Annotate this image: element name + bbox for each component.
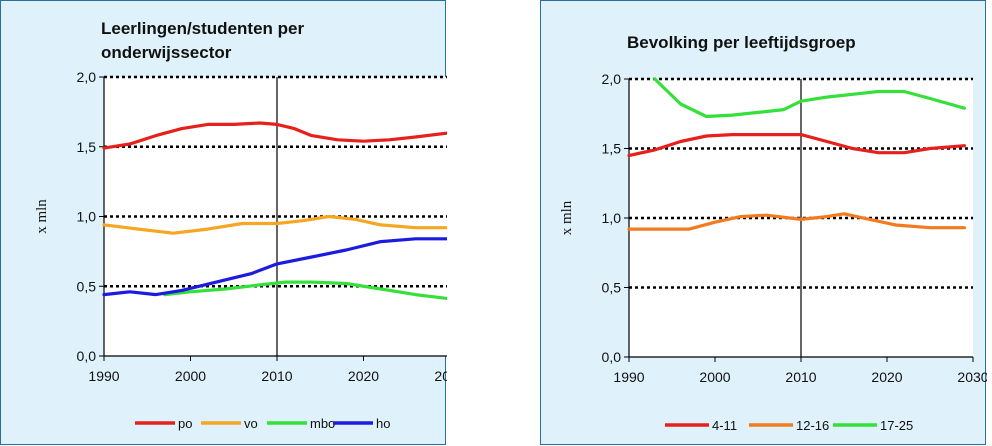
series-line-12-16 [627,212,966,231]
line-chart: 0,0 0,5 1,0 1,5 2,0 1990 2000 2010 2020 2030 x mln… [559,71,987,433]
y-tick-label: 2,0 [77,69,97,85]
y-axis-label: x mln [34,199,50,234]
x-tick-label: 2000 [175,368,206,384]
legend-label-vo: vo [244,416,258,431]
y-tick-label: 0,0 [77,348,97,364]
x-tick-label: 1990 [613,369,644,385]
x-tick-label: 2030 [957,369,987,385]
x-tick-label: 2020 [348,368,379,384]
legend-label-4-11: 4-11 [712,418,737,433]
x-tick-label: 2020 [871,369,902,385]
y-tick-label: 1,0 [77,209,97,225]
y-tick-label: 2,0 [602,71,622,87]
chart-title: Leerlingen/studenten per onderwijssector [101,19,305,62]
series-line-4-11 [627,133,966,158]
y-tick-label: 1,5 [602,141,622,157]
x-tick-label: 2030 [434,368,447,384]
legend-label-mbo: mbo [310,416,335,431]
series-line-mbo [163,280,447,301]
plot-area [104,77,447,356]
chart-panel-population: Bevolking per leeftijdsgroep 0,0 0,5 1,0 1,… [540,0,987,445]
y-tick-label: 1,0 [602,210,622,226]
y-axis-label: x mln [559,200,575,235]
series-line-ho [102,237,447,297]
series-line-po [102,121,447,150]
legend-label-ho: ho [376,416,390,431]
y-tick-label: 0,0 [602,349,622,365]
x-tick-label: 2010 [261,368,292,384]
y-tick-label: 0,5 [77,278,97,294]
chart-title: Bevolking per leeftijdsgroep [627,33,856,52]
x-tick-label: 2000 [699,369,730,385]
legend-label-po: po [178,416,192,431]
legend-label-17-25: 17-25 [880,418,913,433]
legend-label-12-16: 12-16 [796,418,829,433]
x-tick-label: 1990 [88,368,119,384]
y-tick-label: 0,5 [602,280,622,296]
y-tick-label: 1,5 [77,139,97,155]
series-line-17-25 [653,77,966,119]
series-line-vo [102,214,447,235]
chart-panel-student-numbers: Leerlingen/studenten per onderwijssector… [0,0,447,445]
line-chart: 0,0 0,5 1,0 1,5 2,0 1990 2000 2010 2020 2030 x mln… [34,69,447,431]
x-tick-label: 2010 [785,369,816,385]
